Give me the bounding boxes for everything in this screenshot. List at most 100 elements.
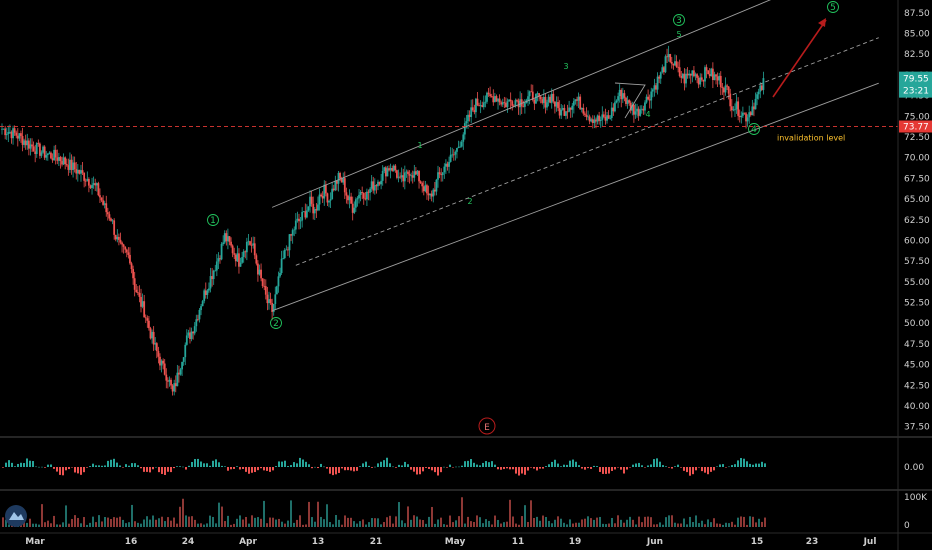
candle-body [456, 147, 458, 152]
candle-body [138, 292, 141, 297]
candle-body [749, 112, 752, 116]
candle-body [440, 174, 443, 176]
volume-bar [686, 524, 688, 527]
volume-bar [149, 519, 151, 527]
candle-body [683, 73, 686, 84]
volume-bar [677, 523, 679, 527]
candle-body [685, 73, 687, 84]
candle-body [659, 72, 662, 79]
oscillator-bar [206, 463, 208, 467]
candle-body [446, 163, 449, 167]
candle-body [5, 134, 8, 136]
oscillator-bar [236, 466, 238, 467]
volume-bar [251, 515, 253, 527]
candle-body [258, 269, 261, 275]
oscillator-bar [557, 463, 559, 467]
volume-bar [437, 519, 439, 527]
candle-body [105, 203, 108, 213]
volume-bar [305, 524, 307, 527]
oscillator-bar [731, 465, 733, 467]
oscillator-bar [152, 467, 154, 470]
time-axis[interactable]: Mar 16 24 Apr 13 21 May 11 19 Jun 15 23 Jul [25, 537, 876, 547]
volume-bar [539, 520, 541, 527]
candle-body [353, 207, 356, 213]
oscillator-tick-label: 0.00 [904, 463, 924, 473]
oscillator-bar [440, 467, 442, 473]
volume-bar [47, 520, 49, 527]
oscillator-bar [482, 462, 484, 467]
price-tick-label: 70.00 [904, 154, 930, 164]
price-axis[interactable]: 87.5085.0082.5080.0077.5075.0072.5070.00… [897, 0, 932, 550]
oscillator-bar [464, 461, 466, 467]
volume-bar [338, 519, 340, 527]
volume-bar [68, 523, 70, 527]
candle-body [290, 234, 292, 236]
volume-bar [458, 516, 460, 527]
oscillator-bar [509, 467, 511, 470]
oscillator-bar [452, 467, 454, 468]
candle-body [576, 99, 578, 101]
volume-bar [356, 523, 358, 527]
volume-bar [506, 521, 508, 527]
candle-body [623, 93, 626, 98]
candle-body [411, 175, 414, 178]
major-wave-label: 1 [210, 216, 216, 226]
oscillator-bar [563, 464, 565, 467]
oscillator-bar [494, 464, 496, 467]
volume-bar [362, 519, 364, 527]
candle-body [381, 170, 384, 181]
oscillator-bar [131, 463, 133, 467]
candle-body [383, 167, 386, 171]
candle-body [236, 253, 239, 262]
candle-body [459, 146, 462, 148]
volume-bar [407, 506, 409, 527]
oscillator-bar [746, 461, 748, 467]
candle-body [298, 218, 300, 222]
candle-body [315, 209, 318, 211]
candle-body [358, 194, 360, 199]
candle-body [560, 109, 563, 116]
candle-body [301, 211, 304, 221]
oscillator-bar [650, 464, 652, 467]
oscillator-bar [5, 462, 7, 467]
volume-bar [665, 517, 667, 527]
candle-body [76, 169, 79, 174]
oscillator-bar [443, 466, 445, 468]
candle-body [422, 186, 425, 192]
candle-body [321, 196, 324, 199]
price-tick-label: 57.50 [904, 257, 930, 267]
candle-body [542, 97, 545, 103]
oscillator-bar [605, 467, 607, 474]
candle-body [531, 91, 534, 101]
oscillator-bar [719, 464, 721, 467]
oscillator-bar [689, 467, 691, 476]
candle-body [669, 54, 672, 62]
time-tick-label: Jun [646, 537, 663, 547]
candle-body [108, 214, 111, 219]
oscillator-bar [389, 463, 391, 467]
candle-body [148, 320, 150, 329]
oscillator-bar [458, 466, 460, 468]
candle-body [550, 93, 553, 103]
volume-bar [245, 516, 247, 527]
oscillator-bar [20, 462, 22, 467]
candle-body [151, 331, 153, 339]
candle-body [283, 249, 286, 258]
oscillator-bar [395, 467, 397, 468]
oscillator-bar [326, 467, 328, 469]
candle-body [260, 269, 262, 279]
oscillator-bar [620, 467, 622, 470]
candle-body [367, 191, 370, 193]
oscillator-bar [170, 467, 172, 473]
volume-bar [146, 516, 148, 527]
candle-body [253, 243, 256, 256]
price-tick-label: 67.50 [904, 174, 930, 184]
candle-body [490, 96, 493, 97]
volume-bar [413, 515, 415, 527]
volume-bar [80, 523, 82, 527]
candle-body [102, 200, 105, 205]
candle-body [481, 105, 484, 108]
major-wave-label: 5 [830, 3, 836, 13]
volume-bar [176, 523, 178, 527]
